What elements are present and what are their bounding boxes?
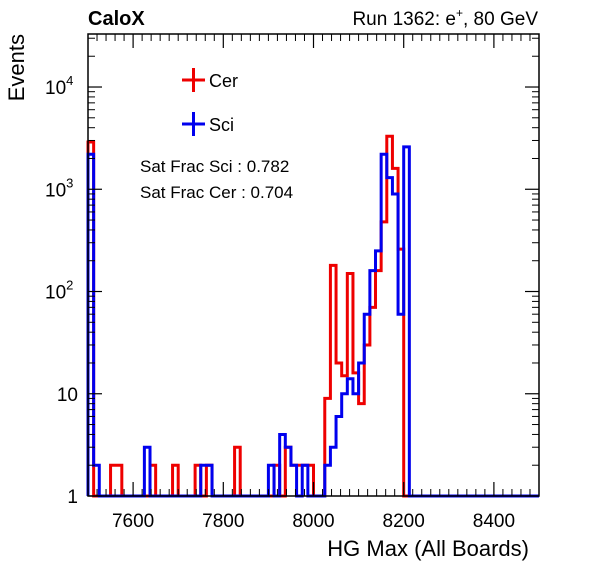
y-tick-label-10000: 104 (45, 73, 73, 99)
stats-box: Sat Frac Sci : 0.782 Sat Frac Cer : 0.70… (140, 157, 293, 202)
sat-frac-cer-label: Sat Frac Cer : 0.704 (140, 183, 293, 202)
header-right-label: Run 1362: e+, 80 GeV (352, 6, 538, 30)
sat-frac-sci-label: Sat Frac Sci : 0.782 (140, 157, 289, 176)
plot-area (88, 34, 539, 496)
x-tick-label-7800: 7800 (202, 511, 244, 532)
y-tick-label-100: 102 (45, 278, 73, 304)
x-axis-title: HG Max (All Boards) (327, 536, 529, 561)
y-tick-label-1000: 103 (45, 175, 73, 201)
x-tick-label-7600: 7600 (112, 511, 154, 532)
legend-cer-label: Cer (209, 71, 238, 91)
y-tick-label-10: 10 (57, 385, 78, 406)
axis-layer: 7600 7800 8000 8200 8400 1 10 102 103 104 (45, 34, 540, 532)
legend-sci-label: Sci (209, 115, 234, 135)
x-tick-label-8200: 8200 (383, 511, 425, 532)
legend: Cer Sci (182, 68, 238, 136)
header-left-label: CaloX (88, 8, 145, 30)
y-axis-title: Events (4, 34, 29, 101)
y-tick-label-1: 1 (67, 487, 78, 508)
x-tick-label-8000: 8000 (292, 511, 334, 532)
plot-frame (87, 33, 540, 497)
x-tick-label-8400: 8400 (473, 511, 515, 532)
